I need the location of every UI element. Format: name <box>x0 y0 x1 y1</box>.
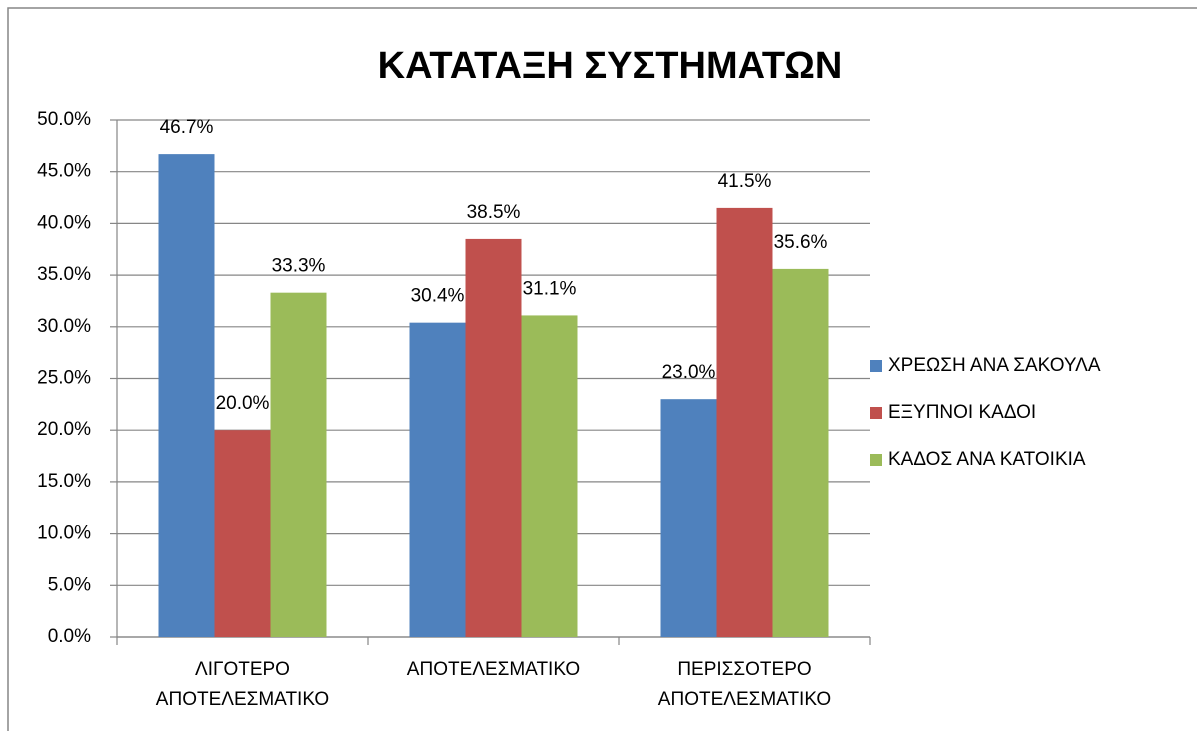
chart-border <box>7 7 1197 731</box>
bar <box>521 315 578 637</box>
value-label: 35.6% <box>774 232 828 253</box>
x-tick-label: ΛΙΓΟΤΕΡΟ ΑΠΟΤΕΛΕΣΜΑΤΙΚΟ <box>156 659 329 710</box>
bar <box>716 207 773 637</box>
value-label: 20.0% <box>216 393 270 414</box>
legend-label: ΕΞΥΠΝΟΙ ΚΑΔΟΙ <box>888 402 1036 423</box>
bar <box>158 154 215 637</box>
bar <box>660 399 717 637</box>
value-label: 31.1% <box>523 278 577 299</box>
value-label: 30.4% <box>411 286 465 307</box>
value-label: 23.0% <box>662 362 716 383</box>
legend-label: ΧΡΕΩΣΗ ΑΝΑ ΣΑΚΟΥΛΑ <box>888 355 1101 376</box>
bar <box>409 322 466 637</box>
legend-swatch <box>870 407 882 419</box>
legend-label: ΚΑΔΟΣ ΑΝΑ ΚΑΤΟΙΚΙΑ <box>888 449 1086 470</box>
y-tick-label: 50.0% <box>37 109 91 130</box>
y-tick-label: 20.0% <box>37 419 91 440</box>
x-tick-label: ΑΠΟΤΕΛΕΣΜΑΤΙΚΟ <box>407 659 580 680</box>
y-tick-label: 45.0% <box>37 161 91 182</box>
bar <box>214 430 271 637</box>
y-tick-label: 0.0% <box>48 626 91 647</box>
legend-swatch <box>870 454 882 466</box>
y-tick-label: 15.0% <box>37 471 91 492</box>
chart-title: ΚΑΤΑΤΑΞΗ ΣΥΣΤΗΜΑΤΩΝ <box>378 45 843 87</box>
legend-swatch <box>870 360 882 372</box>
value-label: 38.5% <box>467 202 521 223</box>
bar <box>465 238 522 637</box>
value-label: 33.3% <box>272 256 326 277</box>
y-tick-label: 30.0% <box>37 316 91 337</box>
value-label: 41.5% <box>718 171 772 192</box>
bar <box>772 268 829 637</box>
bar <box>270 292 327 637</box>
x-tick-label: ΠΕΡΙΣΣΟΤΕΡΟ ΑΠΟΤΕΛΕΣΜΑΤΙΚΟ <box>658 659 831 710</box>
y-tick-label: 25.0% <box>37 368 91 389</box>
y-tick-label: 35.0% <box>37 264 91 285</box>
y-tick-label: 10.0% <box>37 523 91 544</box>
y-tick-label: 5.0% <box>48 574 91 595</box>
value-label: 46.7% <box>160 117 214 138</box>
y-tick-label: 40.0% <box>37 212 91 233</box>
